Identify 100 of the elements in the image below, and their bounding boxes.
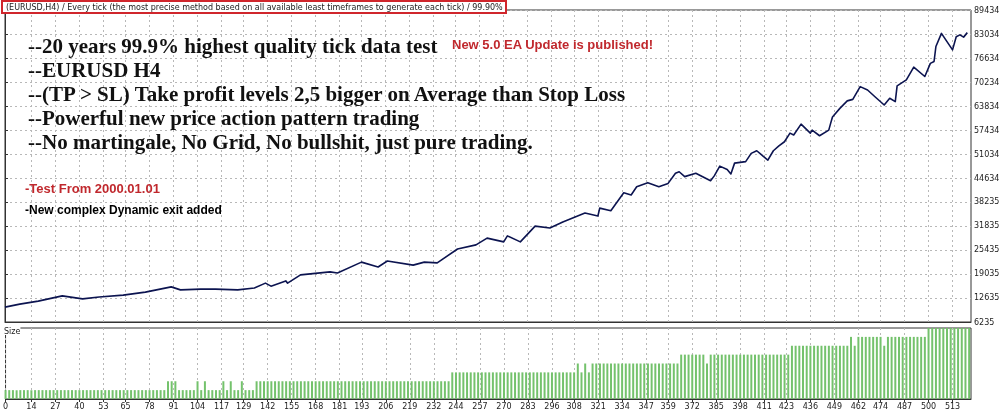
bar [635, 363, 638, 399]
bar [381, 381, 384, 399]
bar [155, 390, 158, 399]
bar [912, 336, 915, 399]
x-tick-label: 270 [496, 401, 512, 411]
bar [45, 390, 48, 399]
bar [255, 381, 258, 399]
bar [916, 336, 919, 399]
bar [425, 381, 428, 399]
bar [573, 372, 576, 399]
bar [687, 354, 690, 399]
bar [754, 354, 757, 399]
bar [454, 372, 457, 399]
bar [307, 381, 310, 399]
bar [875, 336, 878, 399]
bar [547, 372, 550, 399]
bar [222, 381, 225, 399]
bar [141, 390, 144, 399]
bar [440, 381, 443, 399]
bar [196, 381, 199, 399]
bar [639, 363, 642, 399]
bar [395, 381, 398, 399]
y-tick-label: 63834 [974, 101, 1000, 111]
bar [720, 354, 723, 399]
x-tick-label: 142 [260, 401, 276, 411]
bar [735, 354, 738, 399]
bar [226, 390, 229, 399]
y-tick-label: 6235 [974, 317, 995, 327]
bar [934, 328, 937, 399]
bar [543, 372, 546, 399]
bar [388, 381, 391, 399]
bar [768, 354, 771, 399]
bar [506, 372, 509, 399]
bar [938, 328, 941, 399]
bar [872, 336, 875, 399]
bar [237, 390, 240, 399]
x-tick-label: 168 [308, 401, 324, 411]
bar [115, 390, 118, 399]
y-tick-label: 76634 [974, 53, 1000, 63]
x-tick-label: 283 [520, 401, 536, 411]
bar [517, 372, 520, 399]
annotation: --Powerful new price action pattern trading [28, 105, 420, 130]
bar [56, 390, 59, 399]
x-tick-label: 423 [778, 401, 795, 411]
bar [203, 381, 206, 399]
bar [772, 354, 775, 399]
bar [868, 336, 871, 399]
bar [909, 336, 912, 399]
bar [392, 381, 395, 399]
bar [746, 354, 749, 399]
x-tick-label: 53 [98, 401, 109, 411]
bar [473, 372, 476, 399]
bar [166, 381, 169, 399]
bar [665, 363, 668, 399]
bar [931, 328, 934, 399]
x-tick-label: 308 [566, 401, 582, 411]
y-tick-label: 83034 [974, 29, 1000, 39]
bar [418, 381, 421, 399]
bar [835, 345, 838, 399]
bar [946, 328, 948, 399]
bar [968, 328, 971, 399]
bar [288, 381, 291, 399]
bar [491, 372, 494, 399]
bar [281, 381, 284, 399]
bar [329, 381, 332, 399]
bar [211, 390, 214, 399]
bar [536, 372, 539, 399]
bar [550, 372, 553, 399]
bar [879, 336, 882, 399]
x-tick-label: 0 [3, 401, 9, 411]
bar [266, 381, 269, 399]
bar [355, 381, 358, 399]
bar [11, 390, 14, 399]
x-tick-label: 14 [26, 401, 37, 411]
bar [451, 372, 454, 399]
bar [654, 363, 657, 399]
bar [942, 328, 945, 399]
bar [964, 328, 967, 399]
bar [52, 390, 55, 399]
bar [277, 381, 280, 399]
bar [414, 381, 417, 399]
bar [30, 390, 33, 399]
bar [528, 372, 531, 399]
x-tick-label: 359 [660, 401, 676, 411]
bar [259, 381, 262, 399]
bar [598, 363, 601, 399]
bar [303, 381, 306, 399]
x-tick-label: 219 [402, 401, 418, 411]
bar [698, 354, 701, 399]
bar [462, 372, 465, 399]
bar [384, 381, 387, 399]
bar [731, 354, 734, 399]
bar [898, 336, 901, 399]
annotation: --No martingale, No Grid, No bullshit, just pure trading. [28, 129, 533, 154]
bar [827, 345, 830, 399]
y-tick-label: 19035 [974, 269, 1000, 279]
bar [857, 336, 860, 399]
bar [340, 381, 343, 399]
bar [669, 363, 672, 399]
y-tick-label: 38235 [974, 197, 1000, 207]
